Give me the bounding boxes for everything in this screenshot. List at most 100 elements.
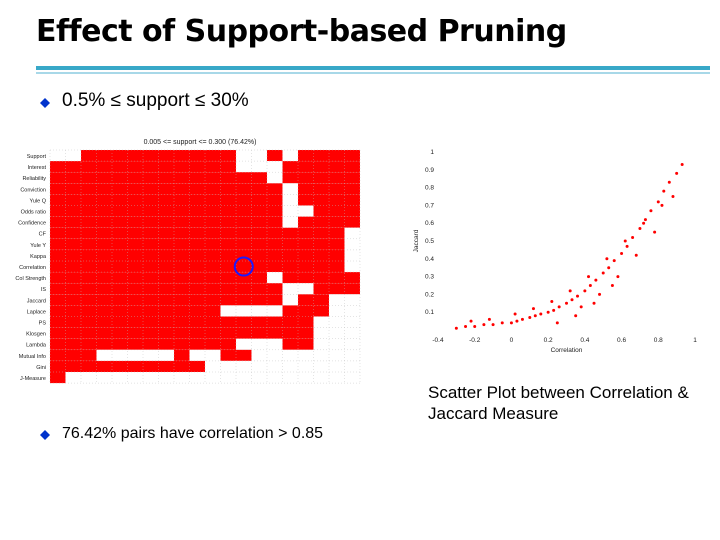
scatter-point (594, 278, 598, 282)
heatmap-cell (143, 283, 159, 295)
heatmap-cell (267, 316, 283, 328)
scatter-point (662, 189, 666, 193)
heatmap-cell (65, 294, 81, 306)
heatmap-cell (158, 238, 174, 250)
heatmap-cell (251, 305, 267, 317)
scatter-point (576, 294, 580, 298)
heatmap-cell (127, 316, 143, 328)
heatmap-cell (205, 349, 221, 361)
heatmap-cell (267, 238, 283, 250)
heatmap-cell (344, 161, 360, 173)
heatmap-cell (96, 227, 112, 239)
x-tick-label: 0.6 (617, 337, 626, 344)
heatmap-cell (65, 316, 81, 328)
scatter-point (656, 200, 660, 204)
heatmap-cell (189, 305, 205, 317)
heatmap-cell (174, 327, 190, 339)
heatmap-cell (96, 205, 112, 217)
heatmap-cell (96, 349, 112, 361)
heatmap-cell (205, 183, 221, 195)
heatmap-cell (143, 305, 159, 317)
heatmap-cell (251, 238, 267, 250)
heatmap-cell (298, 194, 314, 206)
heatmap-cell (174, 349, 190, 361)
heatmap-cell (65, 305, 81, 317)
heatmap-cell (81, 294, 97, 306)
scatter-point (513, 312, 517, 316)
heatmap-row-label: Conviction (20, 187, 46, 193)
heatmap-cell (96, 183, 112, 195)
heatmap-cell (344, 294, 360, 306)
heatmap-cell (344, 283, 360, 295)
heatmap-cell (267, 205, 283, 217)
heatmap-cell (65, 172, 81, 184)
heatmap-cell (158, 272, 174, 284)
heatmap-cell (65, 327, 81, 339)
heatmap-cell (50, 172, 66, 184)
heatmap-cell (267, 349, 283, 361)
heatmap-cell (205, 249, 221, 261)
heatmap-cell (50, 372, 66, 384)
heatmap-cell (344, 316, 360, 328)
heatmap-cell (189, 238, 205, 250)
heatmap-cell (220, 349, 236, 361)
y-tick-label: 0.4 (425, 256, 434, 263)
heatmap-cell (298, 316, 314, 328)
heatmap-cell (50, 238, 66, 250)
heatmap-cell (96, 272, 112, 284)
heatmap-cell (127, 272, 143, 284)
heatmap-cell (313, 150, 329, 162)
heatmap-cell (251, 338, 267, 350)
x-axis-label: Correlation (551, 347, 583, 354)
heatmap-cell (189, 216, 205, 228)
heatmap-cell (313, 227, 329, 239)
scatter-point (660, 203, 664, 207)
scatter-point (565, 301, 568, 305)
heatmap-cell (81, 327, 97, 339)
heatmap-cell (344, 360, 360, 372)
scatter-point (454, 326, 458, 330)
heatmap-cell (251, 150, 267, 162)
heatmap-cell (282, 261, 298, 273)
heatmap-cell (313, 238, 329, 250)
heatmap-cell (189, 249, 205, 261)
heatmap-cell (298, 349, 314, 361)
heatmap-cell (251, 294, 267, 306)
heatmap-cell (96, 150, 112, 162)
heatmap-cell (313, 283, 329, 295)
heatmap-cell (158, 172, 174, 184)
heatmap-cell (143, 338, 159, 350)
heatmap-row-label: Mutual Info (19, 354, 46, 360)
heatmap-cell (267, 327, 283, 339)
scatter-point (583, 289, 587, 293)
heatmap-cell (81, 205, 97, 217)
heatmap-cell (96, 261, 112, 273)
heatmap-cell (174, 360, 190, 372)
scatter-point (616, 275, 620, 279)
heatmap-cell (236, 338, 252, 350)
heatmap-cell (282, 205, 298, 217)
heatmap-cell (344, 194, 360, 206)
diamond-bullet-icon (40, 430, 50, 440)
heatmap-cell (143, 349, 159, 361)
heatmap-cell (251, 205, 267, 217)
heatmap-cell (143, 205, 159, 217)
heatmap-cell (205, 372, 221, 384)
heatmap-cell (81, 161, 97, 173)
heatmap-cell (65, 338, 81, 350)
heatmap-row-label: Yule Y (30, 243, 46, 249)
scatter-point (509, 321, 513, 325)
heatmap-cell (143, 161, 159, 173)
y-axis-label: Jaccard (413, 229, 420, 252)
heatmap-cell (267, 150, 283, 162)
heatmap-cell (112, 194, 128, 206)
heatmap-cell (96, 161, 112, 173)
heatmap-cell (205, 305, 221, 317)
heatmap-row-label: Laplace (27, 309, 46, 315)
title-rule-light (36, 72, 710, 74)
heatmap-cell (158, 360, 174, 372)
heatmap-cell (329, 294, 345, 306)
heatmap-cell (158, 194, 174, 206)
heatmap-cell (112, 161, 128, 173)
heatmap-cell (174, 183, 190, 195)
